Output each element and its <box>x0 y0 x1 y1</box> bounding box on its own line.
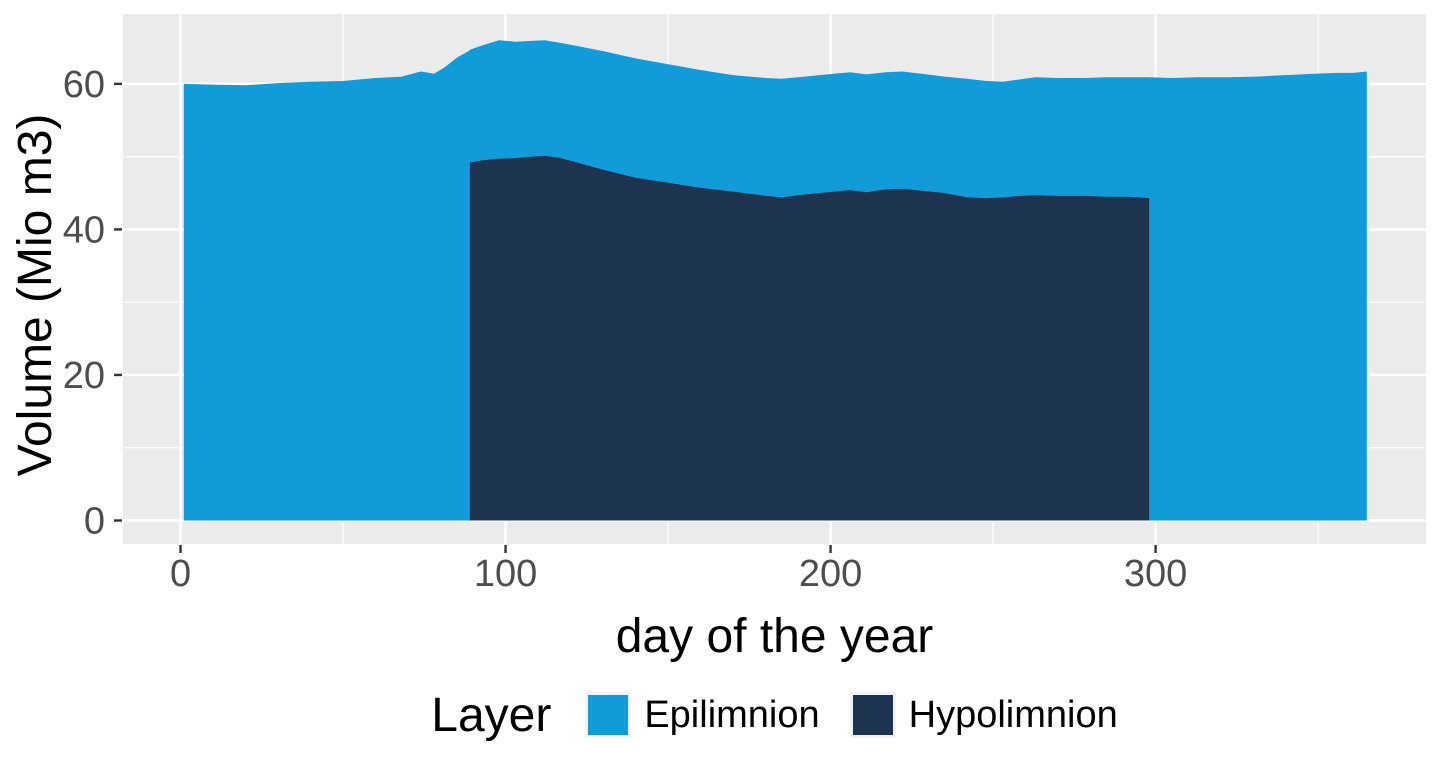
y-axis-title: Volume (Mio m3) <box>8 113 62 477</box>
y-tick-label: 20 <box>63 355 105 397</box>
x-tick-label: 100 <box>474 553 537 595</box>
legend-key <box>849 692 896 738</box>
legend: Layer Epilimnion Hypolimnion <box>123 684 1426 746</box>
legend-entry-hypolimnion: Hypolimnion <box>849 692 1118 738</box>
x-tick-label: 0 <box>170 553 191 595</box>
legend-swatch-hypolimnion <box>852 695 893 735</box>
x-axis-title: day of the year <box>615 610 934 663</box>
y-tick-label: 40 <box>63 209 105 251</box>
area-series <box>183 40 1367 521</box>
x-tick-label: 200 <box>799 553 862 595</box>
legend-title: Layer <box>431 688 552 742</box>
x-tick-label: 300 <box>1124 553 1187 595</box>
legend-swatch-epilimnion <box>588 695 629 735</box>
legend-key <box>585 692 632 738</box>
legend-label: Epilimnion <box>644 693 820 736</box>
axis-tick-labels: 0 100 200 300 0 20 40 60 <box>63 64 1188 595</box>
y-tick-label: 60 <box>63 64 105 106</box>
axis-ticks <box>114 82 1157 553</box>
legend-entry-epilimnion: Epilimnion <box>585 692 820 738</box>
legend-label: Hypolimnion <box>908 693 1118 736</box>
area-hypolimnion <box>183 155 1367 521</box>
y-tick-label: 0 <box>84 500 105 542</box>
